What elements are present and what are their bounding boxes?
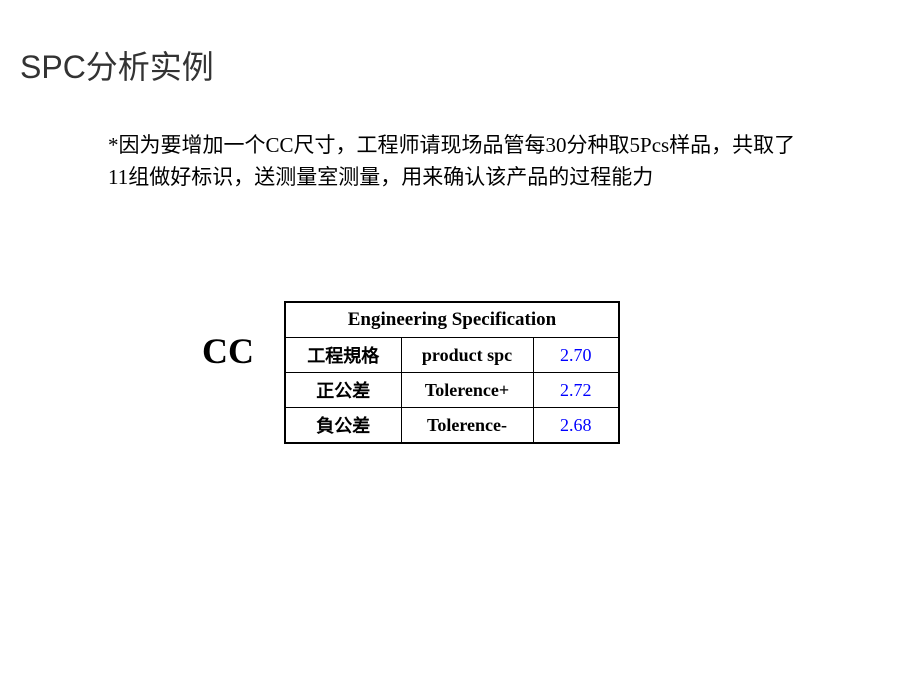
tolerance-plus-en-label: Tolerence+ xyxy=(401,373,533,408)
cc-label: CC xyxy=(202,330,254,372)
tolerance-minus-en-label: Tolerence- xyxy=(401,408,533,444)
spec-value: 2.70 xyxy=(533,338,619,373)
tolerance-minus-value: 2.68 xyxy=(533,408,619,444)
table-header: Engineering Specification xyxy=(285,302,619,338)
page-title: SPC分析实例 xyxy=(20,42,214,88)
table-row: 工程規格 product spc 2.70 xyxy=(285,338,619,373)
spec-table: Engineering Specification 工程規格 product s… xyxy=(284,301,620,444)
table-header-row: Engineering Specification xyxy=(285,302,619,338)
spec-cn-label: 工程規格 xyxy=(285,338,401,373)
tolerance-minus-cn-label: 負公差 xyxy=(285,408,401,444)
table-row: 正公差 Tolerence+ 2.72 xyxy=(285,373,619,408)
tolerance-plus-value: 2.72 xyxy=(533,373,619,408)
description-text: *因为要增加一个CC尺寸，工程师请现场品管每30分种取5Pcs样品，共取了11组… xyxy=(108,130,808,193)
spec-en-label: product spc xyxy=(401,338,533,373)
table-row: 負公差 Tolerence- 2.68 xyxy=(285,408,619,444)
tolerance-plus-cn-label: 正公差 xyxy=(285,373,401,408)
